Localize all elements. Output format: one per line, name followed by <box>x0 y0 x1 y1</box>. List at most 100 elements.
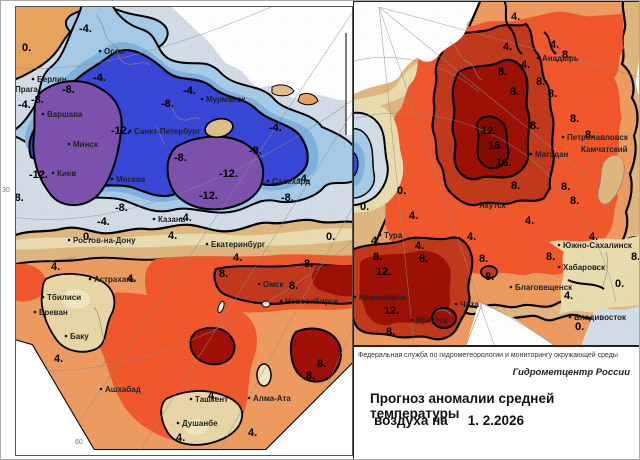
city-dot <box>51 171 55 175</box>
contour-label: 4. <box>371 235 380 247</box>
city-dot <box>67 142 71 146</box>
contour-label: 8. <box>306 370 315 382</box>
city-dot <box>41 295 45 299</box>
right-map-panel: 4. 4. 4. 4. 4. 4. 4. 4. 4. 4. 4. 8. 8. 8. 8. 8. 8. 8. 8. 8.… <box>353 1 639 346</box>
contour-label: 4. <box>409 210 418 222</box>
contour-label: 4. <box>589 231 598 243</box>
agency-line: Федеральная служба по гидрометеорологии … <box>358 352 618 359</box>
city-dot <box>509 285 513 289</box>
right-map-labels: 4.4.4.4.4. 4.4. 4.4. 4.4.8.8.8.8.8.8.8.8.8.… <box>354 11 639 338</box>
contour-label: 8. <box>386 326 395 338</box>
contour-label: -4. <box>297 173 310 185</box>
city-label: Новосибирск <box>285 297 339 306</box>
city-dot <box>561 135 565 139</box>
city-dot <box>41 112 45 116</box>
forecast-title-line2: воздуха на 1. 2.2026 <box>374 413 524 428</box>
contour-label: 12. <box>384 305 399 317</box>
city-label: Санкт-Петербург <box>134 127 201 136</box>
contour-label: -4. <box>97 216 110 228</box>
city-label: Варшава <box>47 110 83 119</box>
contour-label: 8. <box>585 129 594 141</box>
forecast-title-line2-text: воздуха на <box>374 413 448 428</box>
city-dot <box>568 315 572 319</box>
city-label: Омск <box>263 280 284 289</box>
contour-label: -12. <box>111 125 130 137</box>
contour-label: 0. <box>615 278 624 290</box>
contour-label: 0. <box>22 42 31 54</box>
contour-label: 8. <box>485 271 494 283</box>
contour-label: 8. <box>219 268 228 280</box>
contour-label: 8. <box>548 88 557 100</box>
city-dot <box>410 318 414 322</box>
city-dot <box>247 396 251 400</box>
city-label: Алма-Ата <box>253 394 291 403</box>
city-label: Прага <box>16 85 38 94</box>
contour-label: -4. <box>179 212 192 224</box>
forecast-date: 1. 2.2026 <box>467 413 525 428</box>
city-dot <box>205 242 209 246</box>
contour-label: 8. <box>561 181 570 193</box>
contour-label: 8. <box>631 251 639 263</box>
city-label: Хабаровск <box>563 263 606 272</box>
contour-label: 8. <box>304 258 313 270</box>
contour-label: -4. <box>79 23 92 35</box>
city-dot <box>279 299 283 303</box>
contour-label: -8. <box>281 192 294 204</box>
city-dot <box>67 238 71 242</box>
contour-label: 4. <box>511 11 520 23</box>
contour-label: 8. <box>570 195 579 207</box>
city-dot <box>378 233 382 237</box>
city-dot <box>266 179 270 183</box>
city-label: Киев <box>57 169 76 178</box>
contour-label: 8. <box>570 113 579 125</box>
contour-label: 0. <box>397 185 406 197</box>
city-dot <box>257 282 261 286</box>
city-dot <box>152 217 156 221</box>
city-label: Баку <box>70 332 89 341</box>
city-dot <box>128 129 132 133</box>
city-dot <box>88 277 92 281</box>
graticule-tick-label: 60 <box>75 439 83 446</box>
contour-label: -8. <box>16 192 24 204</box>
contour-label: -12. <box>219 168 238 180</box>
hydromet-center-line: Гидрометцентр России <box>512 367 630 378</box>
city-dot <box>557 265 561 269</box>
contour-label: 4. <box>51 261 60 273</box>
contour-label: -8. <box>174 152 187 164</box>
left-map-svg: 0.0. 0.-4.-4.-4.-4.-4.-4.-4.-4.-8.-8. -8.-… <box>16 7 352 450</box>
city-label: Ташкент <box>195 395 228 404</box>
city-label: Благовещенск <box>515 283 573 292</box>
contour-label: 8. <box>317 358 326 370</box>
caption-box: Федеральная служба по гидрометеорологии … <box>353 346 639 459</box>
contour-label: 4. <box>467 231 476 243</box>
contour-label: 0. <box>326 231 335 243</box>
city-label: Магадан <box>535 150 569 159</box>
city-label: Ростов-на-Дону <box>73 236 136 245</box>
contour-label: 16. <box>488 140 503 152</box>
contour-label: -4. <box>183 85 196 97</box>
city-dot <box>200 97 204 101</box>
city-dot <box>189 397 193 401</box>
city-dot <box>454 302 458 306</box>
contour-label: 4. <box>521 59 530 71</box>
city-label: Петропавловск <box>567 133 629 142</box>
contour-label: 4. <box>525 215 534 227</box>
contour-label: 4. <box>248 427 257 439</box>
city-dot <box>176 421 180 425</box>
city-label: Владивосток <box>574 313 627 322</box>
city-label: Якутск <box>479 201 507 210</box>
contour-label: 8. <box>511 180 520 192</box>
contour-label: 4. <box>415 240 424 252</box>
city-dot <box>536 56 540 60</box>
contour-label: 8. <box>479 253 488 265</box>
contour-label: -4. <box>93 72 106 84</box>
graticule-tick-label: 30 <box>2 187 10 194</box>
contour-label: -8. <box>62 84 75 96</box>
contour-label: 4. <box>127 273 136 285</box>
contour-label: 4. <box>54 353 63 365</box>
city-dot <box>33 310 37 314</box>
left-map-labels: 0.0. 0.-4.-4.-4.-4.-4.-4.-4.-4.-8.-8. -8.-… <box>16 23 339 444</box>
city-label: Берлин <box>37 75 67 84</box>
contour-label: 8. <box>498 66 507 78</box>
